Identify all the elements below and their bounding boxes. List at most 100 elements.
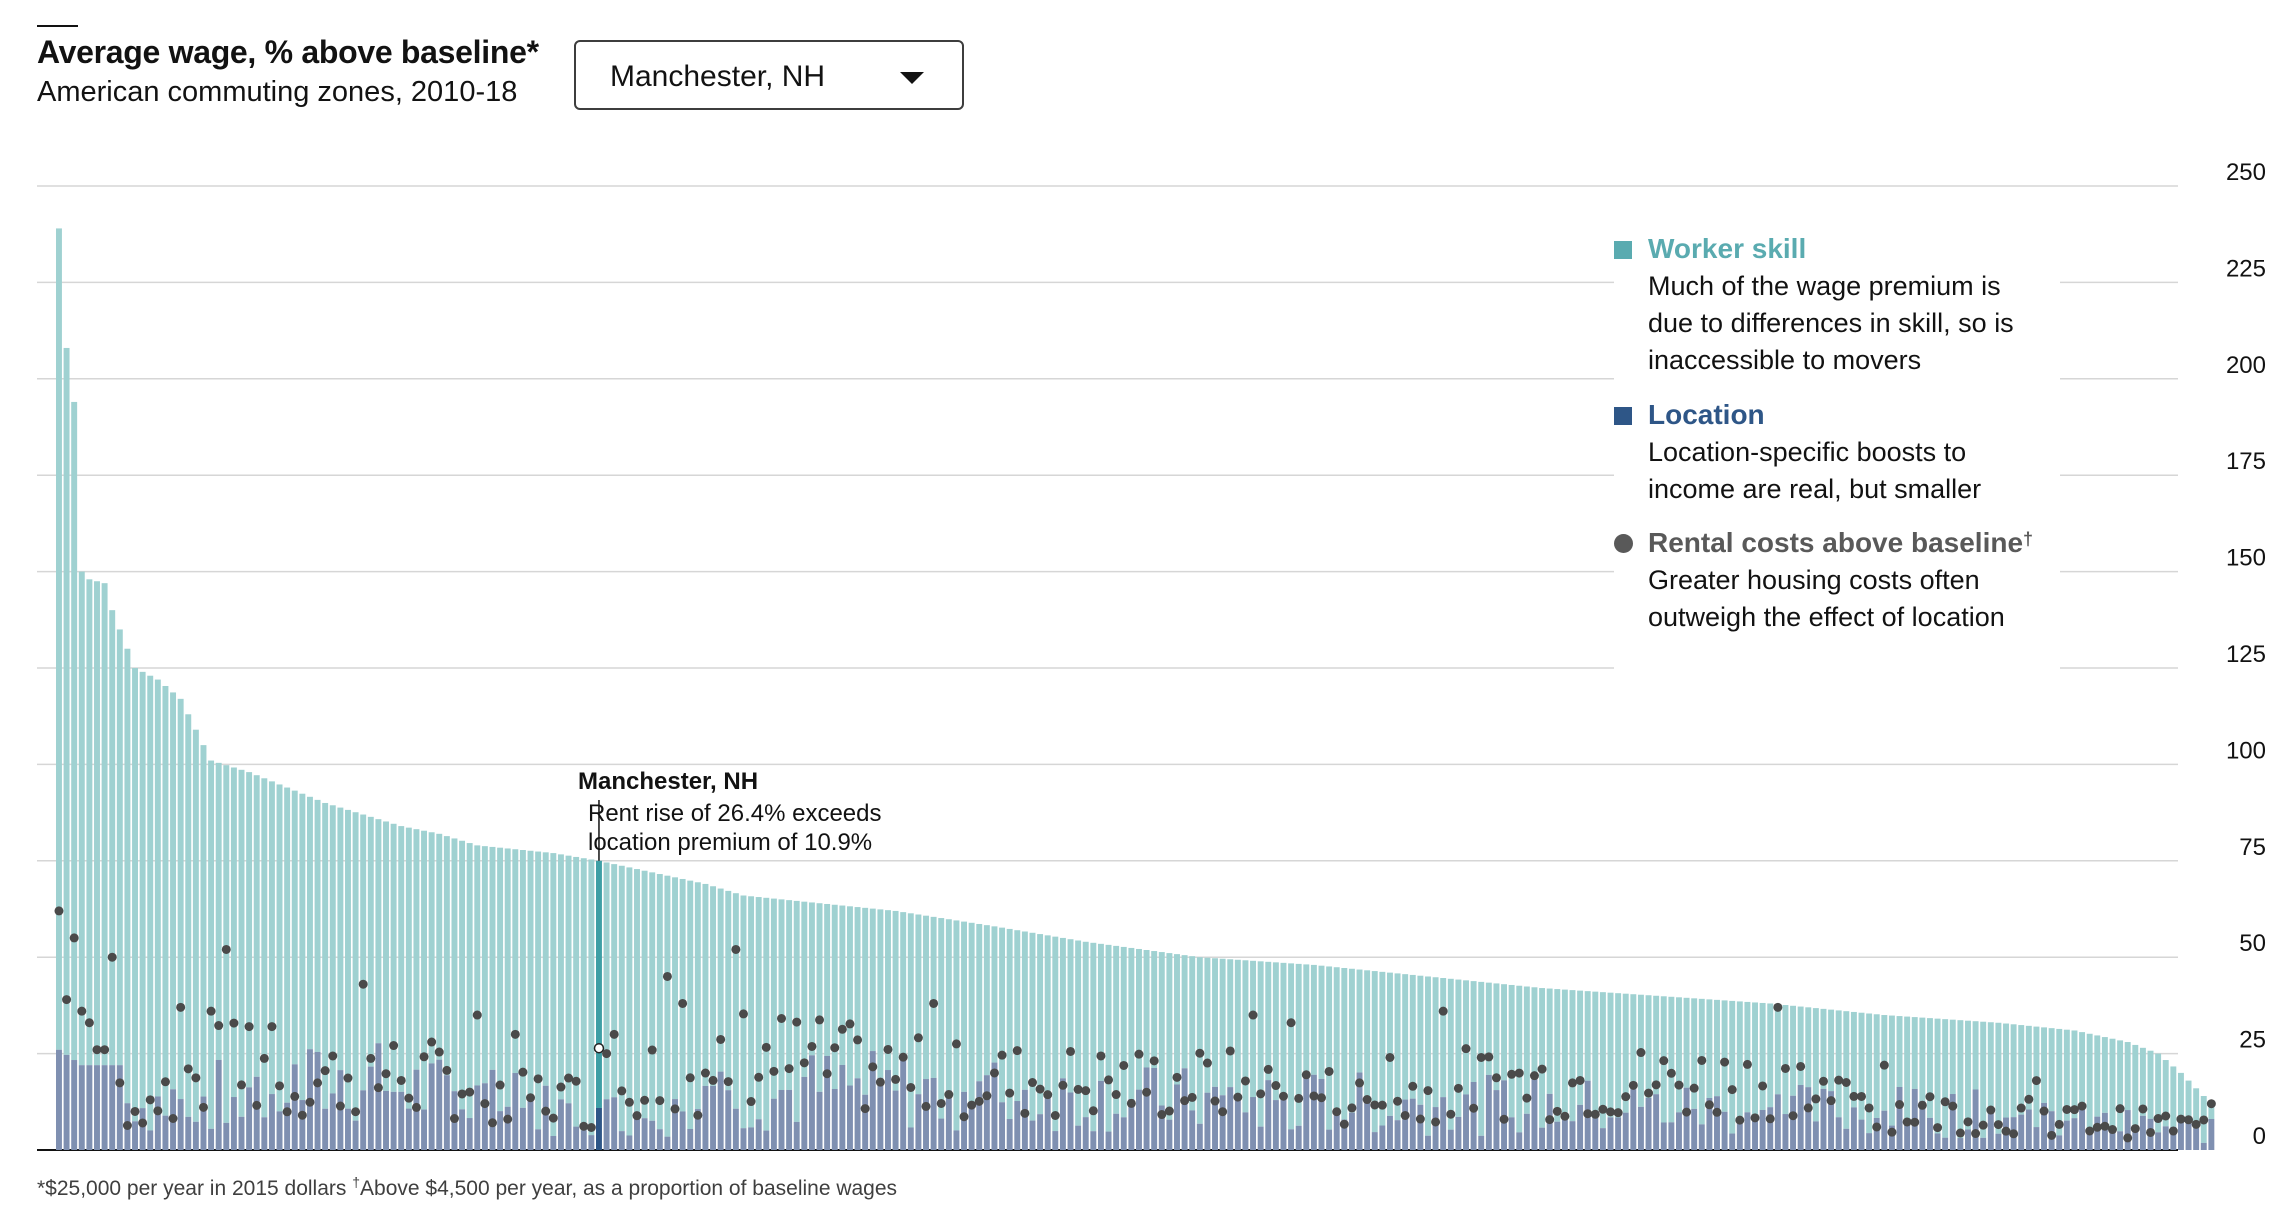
worker-skill-bar xyxy=(1014,930,1021,1102)
location-bar xyxy=(1896,1086,1903,1150)
location-bar xyxy=(1668,1122,1675,1150)
rent-dot xyxy=(2184,1115,2194,1125)
worker-skill-bar xyxy=(1531,987,1538,1079)
worker-skill-bar xyxy=(938,918,945,1119)
worker-skill-bar xyxy=(626,867,633,1136)
rent-dot xyxy=(548,1113,558,1123)
worker-skill-bar xyxy=(1539,988,1546,1128)
worker-skill-bar xyxy=(1326,966,1333,1130)
rent-dot xyxy=(632,1111,642,1121)
rent-dot xyxy=(1704,1100,1714,1110)
rent-dot xyxy=(1081,1086,1091,1096)
location-bar xyxy=(527,1100,534,1150)
rent-dot xyxy=(252,1100,262,1110)
rent-dot xyxy=(1256,1089,1266,1099)
location-bar xyxy=(1006,1119,1013,1150)
rent-dot xyxy=(1697,1055,1707,1065)
location-dropdown[interactable]: Manchester, NH xyxy=(574,40,964,110)
chart-title: Average wage, % above baseline* xyxy=(37,34,539,70)
location-bar xyxy=(1752,1119,1758,1150)
rent-dot xyxy=(1142,1087,1152,1097)
worker-skill-bar xyxy=(1318,965,1325,1079)
location-bar xyxy=(1972,1089,1979,1150)
worker-skill-bar xyxy=(945,919,952,1091)
location-bar xyxy=(466,1118,473,1150)
worker-skill-bar xyxy=(580,858,587,1131)
annotation-text: Rent rise of 26.4% exceeds location prem… xyxy=(588,799,882,857)
annotation-line-1: Rent rise of 26.4% exceeds xyxy=(588,800,882,827)
worker-skill-bar xyxy=(1097,943,1104,1081)
rent-dot xyxy=(1712,1107,1722,1117)
worker-skill-bar xyxy=(1676,997,1682,1113)
location-bar xyxy=(1409,1098,1416,1150)
rent-dot xyxy=(1872,1122,1882,1132)
worker-skill-bar xyxy=(1143,950,1150,1068)
location-bar xyxy=(390,1091,397,1150)
rent-dot xyxy=(1552,1106,1562,1116)
location-bar xyxy=(230,1097,237,1150)
location-bar xyxy=(1561,1116,1568,1150)
worker-skill-bar xyxy=(1204,957,1211,1093)
worker-skill-bar xyxy=(976,923,983,1082)
worker-skill-bar xyxy=(1463,980,1469,1095)
worker-skill-bar xyxy=(527,850,534,1101)
location-bar xyxy=(1866,1133,1873,1150)
worker-skill-bar xyxy=(649,872,656,1121)
location-bar xyxy=(1174,1084,1180,1150)
location-bar xyxy=(2101,1112,2108,1150)
worker-skill-bar xyxy=(1265,961,1272,1081)
rent-dot xyxy=(160,1077,170,1087)
rent-dot xyxy=(640,1095,650,1105)
worker-skill-bar xyxy=(808,902,815,1056)
y-tick-label: 25 xyxy=(2239,1027,2266,1054)
location-bar xyxy=(1660,1122,1667,1150)
rent-dot xyxy=(1986,1105,1996,1115)
rent-dot xyxy=(997,1050,1007,1060)
location-bar xyxy=(618,1131,625,1150)
rent-dot xyxy=(1240,1076,1250,1086)
location-bar xyxy=(1447,1129,1454,1150)
location-bar xyxy=(679,1111,686,1150)
rent-dot xyxy=(1271,1081,1281,1091)
rent-dot xyxy=(815,1015,825,1025)
rent-dot xyxy=(1507,1069,1517,1079)
worker-skill-bar xyxy=(1120,946,1127,1118)
location-bar xyxy=(1721,1111,1728,1150)
location-bar xyxy=(672,1099,678,1150)
worker-skill-bar xyxy=(846,906,853,1086)
worker-skill-bar xyxy=(253,775,260,1077)
rent-dot xyxy=(1940,1097,1950,1107)
worker-skill-bar xyxy=(1364,970,1371,1097)
rent-dot xyxy=(723,1077,733,1087)
rent-dot xyxy=(1826,1096,1836,1106)
location-bar xyxy=(702,1085,709,1150)
location-bar xyxy=(139,1108,146,1150)
location-bar xyxy=(831,1088,838,1150)
location-bar xyxy=(352,1120,359,1150)
y-tick-label: 225 xyxy=(2226,255,2266,282)
rent-dot xyxy=(1910,1117,1920,1127)
rent-dot xyxy=(754,1072,764,1082)
worker-skill-bar xyxy=(86,579,93,1066)
worker-skill-bar xyxy=(1767,1003,1774,1108)
location-bar xyxy=(1333,1112,1340,1150)
location-bar xyxy=(428,1063,435,1150)
rent-dot xyxy=(1917,1100,1927,1110)
y-tick-label: 0 xyxy=(2253,1123,2266,1150)
rent-dot xyxy=(54,906,64,916)
rent-dot xyxy=(655,1096,665,1106)
chevron-down-icon xyxy=(900,72,924,84)
worker-skill-bar xyxy=(1934,1018,1941,1134)
worker-skill-bar xyxy=(170,692,177,1090)
rent-dot xyxy=(480,1099,490,1109)
rent-dot xyxy=(487,1118,497,1128)
worker-skill-bar xyxy=(443,836,450,1076)
location-bar xyxy=(154,1096,161,1150)
rent-dot xyxy=(1529,1071,1539,1081)
worker-skill-bar xyxy=(405,827,412,1109)
location-bar xyxy=(1379,1125,1386,1150)
rent-dot xyxy=(229,1018,239,1028)
location-bar xyxy=(1417,1104,1424,1150)
location-bar xyxy=(1980,1137,1987,1150)
location-bar xyxy=(1797,1085,1804,1150)
